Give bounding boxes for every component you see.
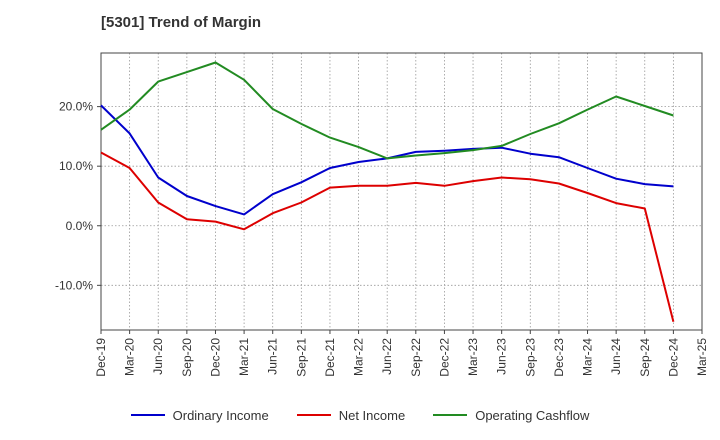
x-tick-label: Mar-22 [352,338,366,376]
x-tick-label: Sep-21 [294,338,308,377]
x-tick-label: Jun-22 [380,338,394,375]
chart-title: [5301] Trend of Margin [101,14,262,31]
y-tick-label: 20.0% [59,100,93,114]
x-tick-label: Dec-21 [323,338,337,377]
y-axis-ticks: -10.0% 0.0% 10.0% 20.0% [55,100,101,292]
x-tick-label: Jun-23 [495,338,509,375]
x-tick-label: Sep-23 [523,338,537,377]
x-tick-label: Sep-22 [409,338,423,377]
grid-lines [101,53,702,330]
x-tick-label: Jun-20 [151,338,165,375]
legend-swatch-ordinary-income [130,414,165,416]
series-lines [100,61,675,322]
x-tick-label: Dec-19 [94,338,108,377]
legend-swatch-net-income [296,414,331,416]
x-tick-label: Dec-23 [552,338,566,377]
x-tick-label: Dec-20 [208,338,222,377]
series-line-operating-cashflow [100,61,674,160]
x-tick-label: Mar-25 [695,338,709,376]
legend-item-ordinary-income: Ordinary Income [130,407,269,423]
y-tick-label: -10.0% [55,278,93,292]
x-tick-label: Mar-21 [237,338,251,376]
x-tick-label: Jun-24 [609,338,623,375]
x-tick-label: Mar-23 [466,338,480,376]
x-tick-label: Mar-20 [123,338,137,376]
series-line-ordinary-income [100,104,674,216]
x-tick-label: Mar-24 [581,338,595,376]
series-line-net-income [100,151,675,322]
x-tick-label: Sep-20 [180,338,194,377]
x-tick-label: Sep-24 [638,338,652,377]
x-tick-label: Dec-24 [666,338,680,377]
legend-item-net-income: Net Income [296,407,406,423]
legend-swatch-operating-cashflow [433,414,468,416]
y-tick-label: 10.0% [59,159,93,173]
legend-label-net-income: Net Income [338,407,406,423]
x-tick-label: Jun-21 [266,338,280,375]
legend-label-operating-cashflow: Operating Cashflow [475,407,590,423]
legend-item-operating-cashflow: Operating Cashflow [433,408,589,423]
plot-frame [100,52,703,331]
legend-label-ordinary-income: Ordinary Income [172,407,269,423]
x-tick-label: Dec-22 [437,338,451,377]
legend: Ordinary Income Net Income Operating Cas… [0,404,720,426]
x-axis-ticks: Dec-19 Mar-20 Jun-20 Sep-20 Dec-20 Mar-21 Jun-… [94,330,709,377]
y-tick-label: 0.0% [66,219,94,233]
